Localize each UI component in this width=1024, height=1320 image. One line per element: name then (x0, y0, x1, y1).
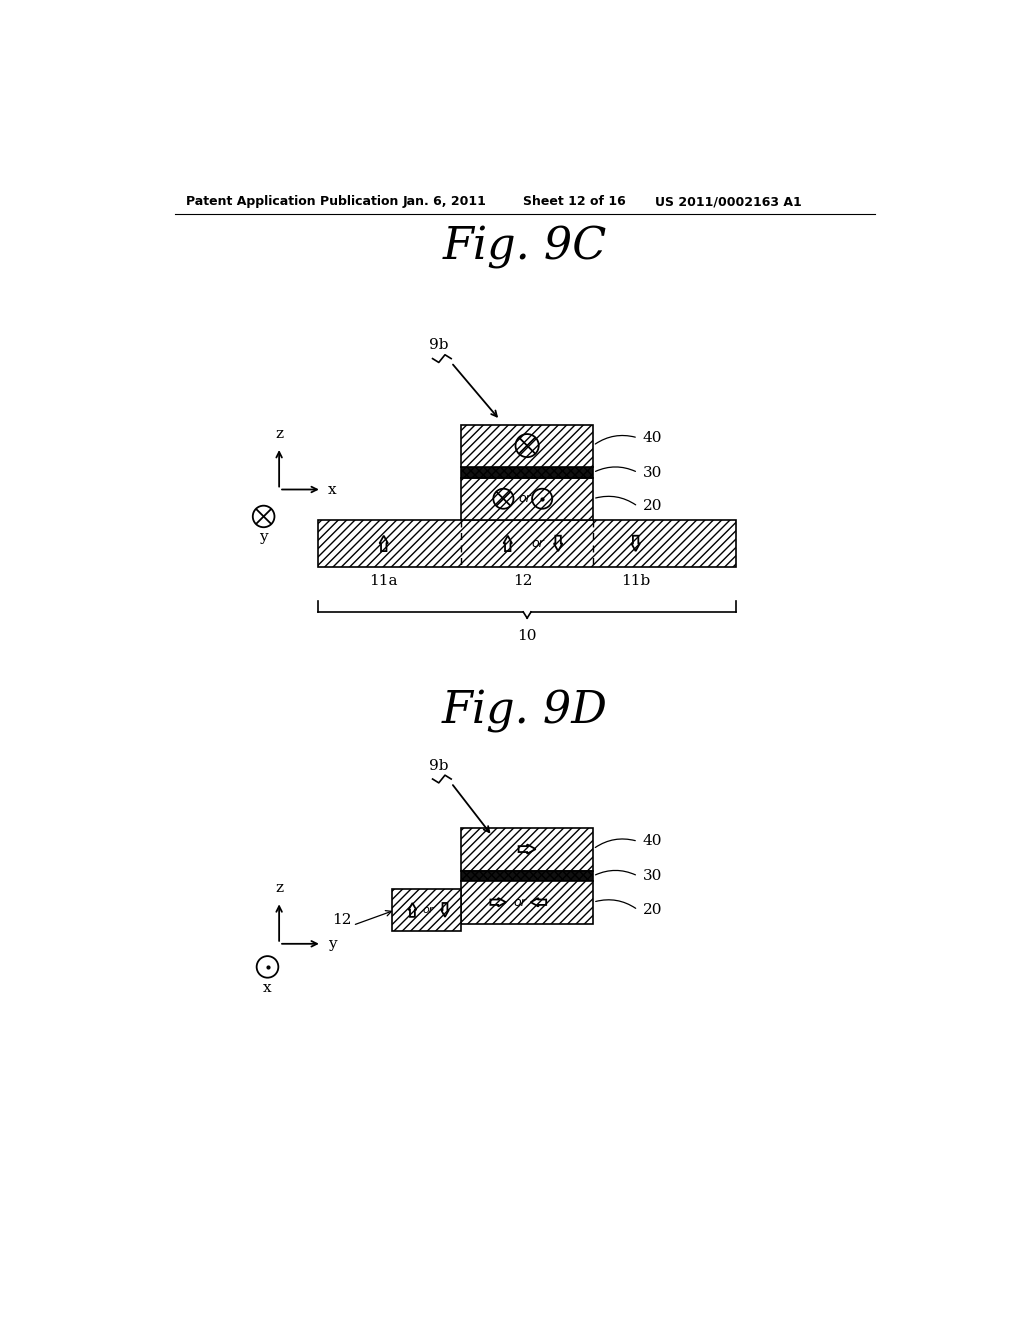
Text: x: x (263, 981, 271, 995)
Text: Fig. 9D: Fig. 9D (442, 689, 607, 733)
Text: or: or (514, 896, 526, 908)
Text: Jan. 6, 2011: Jan. 6, 2011 (403, 195, 487, 209)
Text: 12: 12 (332, 913, 351, 927)
Text: 20: 20 (643, 903, 663, 917)
Text: y: y (259, 531, 268, 544)
Bar (461, 871, 593, 882)
Text: US 2011/0002163 A1: US 2011/0002163 A1 (655, 195, 802, 209)
Text: Sheet 12 of 16: Sheet 12 of 16 (523, 195, 626, 209)
Bar (461, 467, 593, 478)
Text: 10: 10 (517, 628, 537, 643)
Text: x: x (328, 483, 337, 496)
Bar (317, 520, 736, 566)
Bar (461, 425, 593, 467)
Text: Fig. 9C: Fig. 9C (442, 226, 607, 269)
Text: z: z (275, 882, 283, 895)
Text: 9b: 9b (429, 338, 449, 352)
Text: 40: 40 (643, 834, 663, 849)
Text: 30: 30 (643, 869, 662, 883)
Text: 40: 40 (643, 430, 663, 445)
Text: y: y (328, 937, 337, 950)
Text: Patent Application Publication: Patent Application Publication (186, 195, 398, 209)
Text: or: or (423, 906, 434, 915)
Text: z: z (275, 426, 283, 441)
Text: 11b: 11b (621, 574, 650, 589)
Text: 20: 20 (643, 499, 663, 513)
Text: 11a: 11a (370, 574, 398, 589)
Text: or: or (531, 537, 544, 550)
Bar (461, 829, 593, 871)
Text: 9b: 9b (429, 759, 449, 774)
Bar (461, 478, 593, 520)
Text: 12: 12 (513, 574, 534, 589)
Text: or: or (519, 492, 531, 506)
Bar (461, 882, 593, 924)
Text: 30: 30 (643, 466, 662, 479)
Bar (391, 890, 461, 932)
